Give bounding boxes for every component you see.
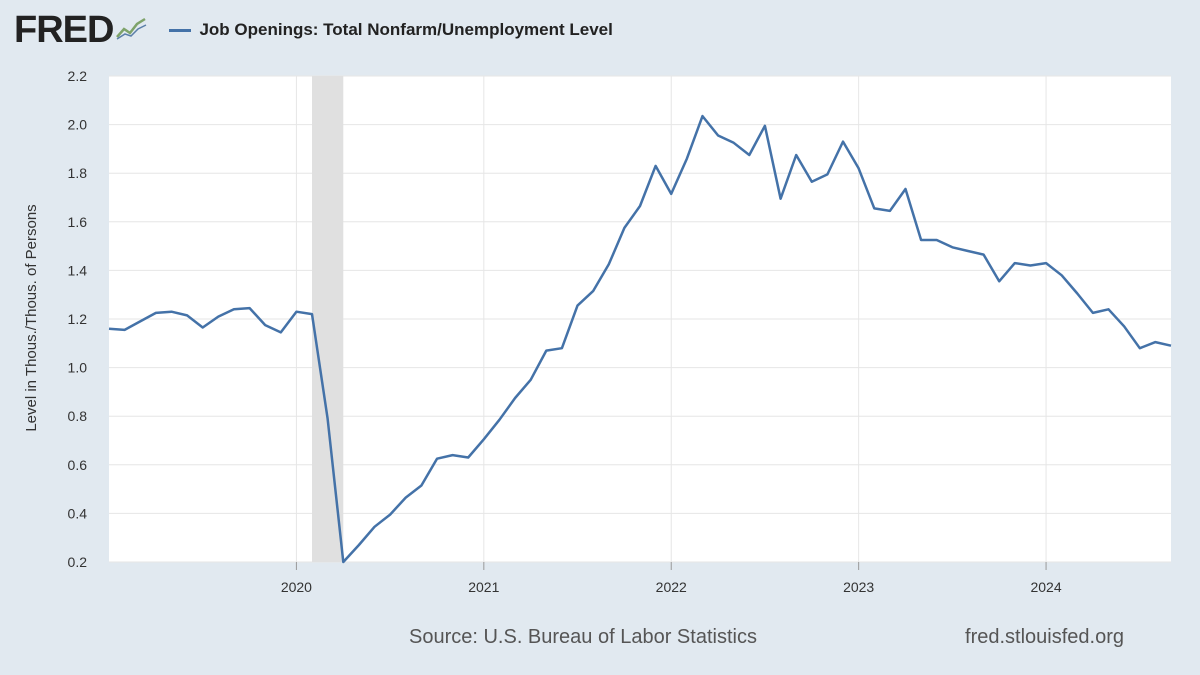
legend: Job Openings: Total Nonfarm/Unemployment… [169, 20, 613, 40]
fred-logo[interactable]: FRED [14, 9, 150, 51]
series-line [108, 114, 1172, 564]
y-tick-label: 1.8 [68, 165, 88, 181]
x-tick-label: 2023 [843, 579, 874, 595]
x-tick-label: 2022 [656, 579, 687, 595]
x-tick-label: 2021 [468, 579, 499, 595]
legend-swatch [169, 28, 192, 32]
x-axis-ticks: 2020 2021 2022 2023 2024 [281, 562, 1062, 595]
x-tick-label: 2024 [1030, 579, 1061, 595]
chart-header: FRED Job Openings: Total Nonfarm/Unemplo… [14, 10, 613, 50]
y-tick-label: 0.6 [68, 457, 88, 473]
x-tick-label: 2020 [281, 579, 312, 595]
recession-shading [312, 76, 344, 562]
fred-chart-icon [115, 14, 150, 46]
y-axis-title: Level in Thous./Thous. of Persons [23, 204, 40, 431]
y-tick-label: 1.4 [68, 262, 88, 278]
y-tick-label: 1.2 [68, 311, 88, 327]
y-tick-label: 2.0 [68, 117, 88, 133]
y-tick-label: 0.8 [68, 408, 88, 424]
legend-series-title: Job Openings: Total Nonfarm/Unemployment… [199, 20, 613, 39]
source-note: Source: U.S. Bureau of Labor Statistics [409, 626, 757, 648]
logo-text: FRED [14, 9, 114, 51]
y-tick-label: 1.6 [68, 214, 88, 230]
recession-band [312, 76, 344, 562]
y-tick-label: 1.0 [68, 360, 88, 376]
gridlines [109, 75, 1171, 563]
y-axis-ticks: 0.2 0.4 0.6 0.8 1.0 1.2 1.4 1.6 1.8 2.0 2.2 [68, 68, 88, 570]
fred-site-link[interactable]: fred.stlouisfed.org [965, 626, 1124, 648]
y-tick-label: 0.2 [68, 554, 88, 570]
y-tick-label: 2.2 [68, 68, 88, 84]
y-tick-label: 0.4 [68, 505, 88, 521]
